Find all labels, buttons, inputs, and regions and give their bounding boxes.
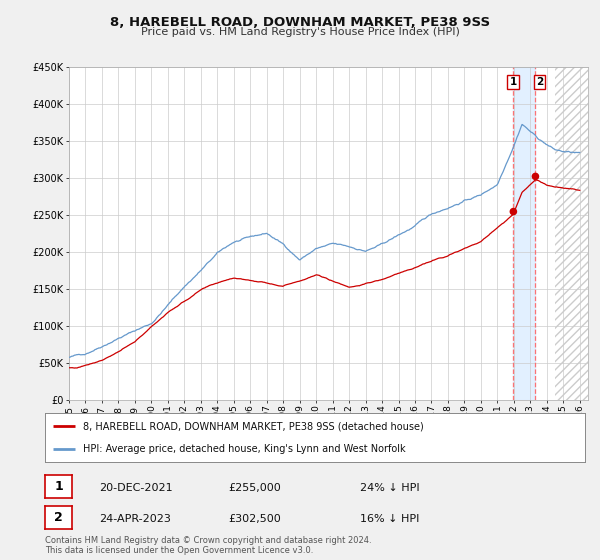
Text: 2: 2 bbox=[54, 511, 63, 524]
Point bbox=[530, 172, 540, 181]
Text: 8, HAREBELL ROAD, DOWNHAM MARKET, PE38 9SS (detached house): 8, HAREBELL ROAD, DOWNHAM MARKET, PE38 9… bbox=[83, 421, 424, 431]
Text: This data is licensed under the Open Government Licence v3.0.: This data is licensed under the Open Gov… bbox=[45, 547, 313, 556]
Text: 24-APR-2023: 24-APR-2023 bbox=[99, 514, 171, 524]
Text: 1: 1 bbox=[54, 480, 63, 493]
Point bbox=[509, 207, 518, 216]
Bar bbox=[514, 67, 535, 400]
Text: HPI: Average price, detached house, King's Lynn and West Norfolk: HPI: Average price, detached house, King… bbox=[83, 444, 406, 454]
Text: 2: 2 bbox=[536, 77, 543, 87]
Text: 20-DEC-2021: 20-DEC-2021 bbox=[99, 483, 173, 493]
Text: 1: 1 bbox=[509, 77, 517, 87]
Text: Contains HM Land Registry data © Crown copyright and database right 2024.: Contains HM Land Registry data © Crown c… bbox=[45, 536, 371, 545]
Text: 16% ↓ HPI: 16% ↓ HPI bbox=[360, 514, 419, 524]
Text: Price paid vs. HM Land Registry's House Price Index (HPI): Price paid vs. HM Land Registry's House … bbox=[140, 27, 460, 37]
Text: £255,000: £255,000 bbox=[228, 483, 281, 493]
Text: 24% ↓ HPI: 24% ↓ HPI bbox=[360, 483, 419, 493]
Bar bbox=[555, 67, 588, 400]
Text: £302,500: £302,500 bbox=[228, 514, 281, 524]
Text: 8, HAREBELL ROAD, DOWNHAM MARKET, PE38 9SS: 8, HAREBELL ROAD, DOWNHAM MARKET, PE38 9… bbox=[110, 16, 490, 29]
